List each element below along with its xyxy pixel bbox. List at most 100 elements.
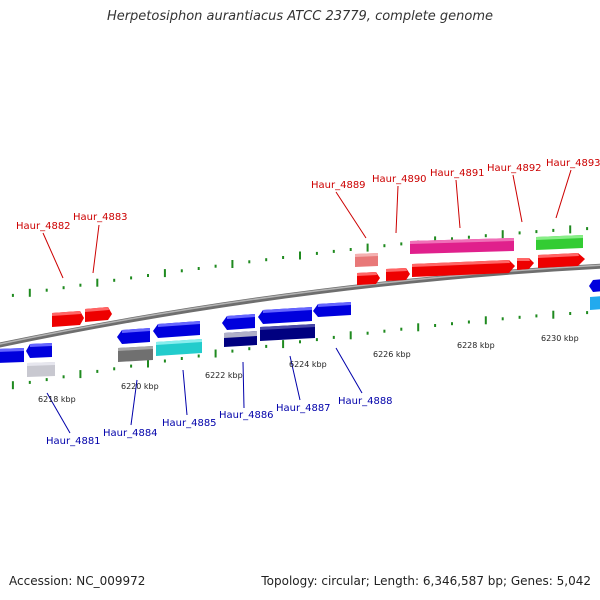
gene-haur-4886-a[interactable] [222, 314, 255, 330]
gene-haur-4883[interactable] [85, 307, 112, 322]
gene-haur-4891[interactable] [410, 238, 514, 254]
gene-label-haur-4883[interactable]: Haur_4883 [73, 212, 128, 223]
gene-label-haur-4893[interactable]: Haur_4893 [546, 158, 600, 169]
minor-tick [586, 227, 589, 231]
minor-tick [315, 251, 318, 255]
gene-haur-4893b[interactable] [538, 253, 585, 268]
major-tick [11, 381, 14, 390]
minor-tick [163, 359, 166, 363]
bottom-label-leaders [46, 347, 363, 434]
gene-label-haur-4887[interactable]: Haur_4887 [276, 403, 331, 414]
kbp-label-6224: 6224 kbp [289, 360, 327, 369]
minor-tick [62, 375, 65, 379]
kbp-label-6220: 6220 kbp [121, 382, 159, 391]
minor-tick [113, 367, 116, 371]
gene-haur-4893[interactable] [536, 235, 583, 250]
major-tick [349, 331, 352, 340]
gene-next-a[interactable] [589, 279, 600, 292]
gene-label-haur-4890[interactable]: Haur_4890 [372, 174, 427, 185]
gene-haur-4884[interactable] [118, 346, 153, 362]
minor-tick [400, 242, 403, 246]
top-label-leaders [42, 169, 572, 279]
major-tick [299, 251, 301, 260]
gene-label-haur-4884[interactable]: Haur_4884 [103, 428, 158, 439]
major-tick [147, 359, 149, 368]
minor-tick [451, 322, 453, 326]
gene-haur-4885-a[interactable] [153, 321, 200, 338]
minor-tick [552, 228, 555, 232]
gene-label-haur-4888[interactable]: Haur_4888 [338, 396, 393, 407]
minor-tick [248, 347, 251, 351]
major-tick [231, 260, 234, 268]
gene-haur-4885[interactable] [156, 339, 202, 356]
gene-haur-4887[interactable] [260, 324, 315, 341]
genome-backbone-highlight [0, 264, 600, 345]
gene-label-haur-4886[interactable]: Haur_4886 [219, 410, 274, 421]
kbp-label-6228: 6228 kbp [457, 341, 495, 350]
minor-tick [383, 329, 386, 333]
major-tick [214, 349, 217, 358]
minor-tick [434, 324, 437, 327]
minor-tick [518, 231, 521, 235]
minor-tick [265, 258, 268, 262]
minor-tick [248, 260, 251, 264]
minor-tick [299, 340, 301, 344]
gene-label-haur-4892[interactable]: Haur_4892 [487, 163, 542, 174]
minor-tick [62, 286, 65, 290]
minor-tick [535, 314, 538, 318]
major-tick [163, 269, 166, 278]
kbp-label-6230: 6230 kbp [541, 334, 579, 343]
minor-tick [349, 248, 352, 251]
gene-label-haur-4882[interactable]: Haur_4882 [16, 221, 71, 232]
minor-tick [518, 315, 521, 319]
minor-tick [180, 357, 183, 360]
gene-haur-4881-a[interactable] [26, 343, 52, 358]
gene-haur-4889[interactable] [355, 253, 378, 267]
major-tick [569, 225, 572, 234]
minor-tick [11, 293, 14, 297]
minor-tick [400, 327, 403, 331]
genome-title: Herpetosiphon aurantiacus ATCC 23779, co… [106, 9, 494, 24]
gene-haur-4881[interactable] [27, 362, 55, 377]
minor-tick [282, 256, 285, 259]
gene-haur-4891b[interactable] [412, 260, 515, 277]
gene-haur-4892[interactable] [517, 258, 534, 270]
gene-label-haur-4889[interactable]: Haur_4889 [311, 180, 366, 191]
gene-label-haur-4881[interactable]: Haur_4881 [46, 436, 101, 447]
minor-tick [130, 276, 133, 280]
kbp-label-6226: 6226 kbp [373, 350, 411, 359]
gene-haur-4890[interactable] [386, 268, 410, 281]
minor-tick [45, 288, 48, 292]
gene-haur-4887-a[interactable] [258, 307, 312, 324]
minor-tick [197, 354, 200, 358]
gene-haur-4880[interactable] [0, 348, 24, 363]
minor-tick [315, 338, 318, 342]
minor-tick [383, 244, 386, 248]
gene-haur-4882[interactable] [52, 311, 84, 327]
minor-tick [467, 320, 470, 324]
gene-haur-4884-a[interactable] [117, 328, 150, 344]
gene-haur-4886[interactable] [224, 331, 257, 347]
major-tick [501, 230, 504, 239]
gene-next-b[interactable] [590, 296, 600, 310]
gene-label-haur-4885[interactable]: Haur_4885 [162, 418, 217, 429]
major-tick [552, 310, 555, 319]
minor-tick [586, 311, 589, 315]
major-tick [366, 243, 369, 252]
major-tick [79, 370, 82, 379]
gene-haur-4888[interactable] [313, 302, 351, 317]
kbp-label-6218: 6218 kbp [38, 395, 76, 404]
major-tick [484, 316, 487, 325]
minor-tick [113, 278, 116, 282]
major-tick [282, 340, 285, 349]
minor-tick [147, 274, 149, 277]
minor-tick [180, 269, 183, 273]
kbp-label-6222: 6222 kbp [205, 371, 243, 380]
minor-tick [451, 237, 453, 241]
minor-tick [467, 235, 470, 239]
gene-haur-4889b[interactable] [357, 272, 380, 285]
minor-tick [96, 369, 99, 373]
genome-backbone [0, 263, 600, 348]
gene-label-haur-4891[interactable]: Haur_4891 [430, 168, 485, 179]
